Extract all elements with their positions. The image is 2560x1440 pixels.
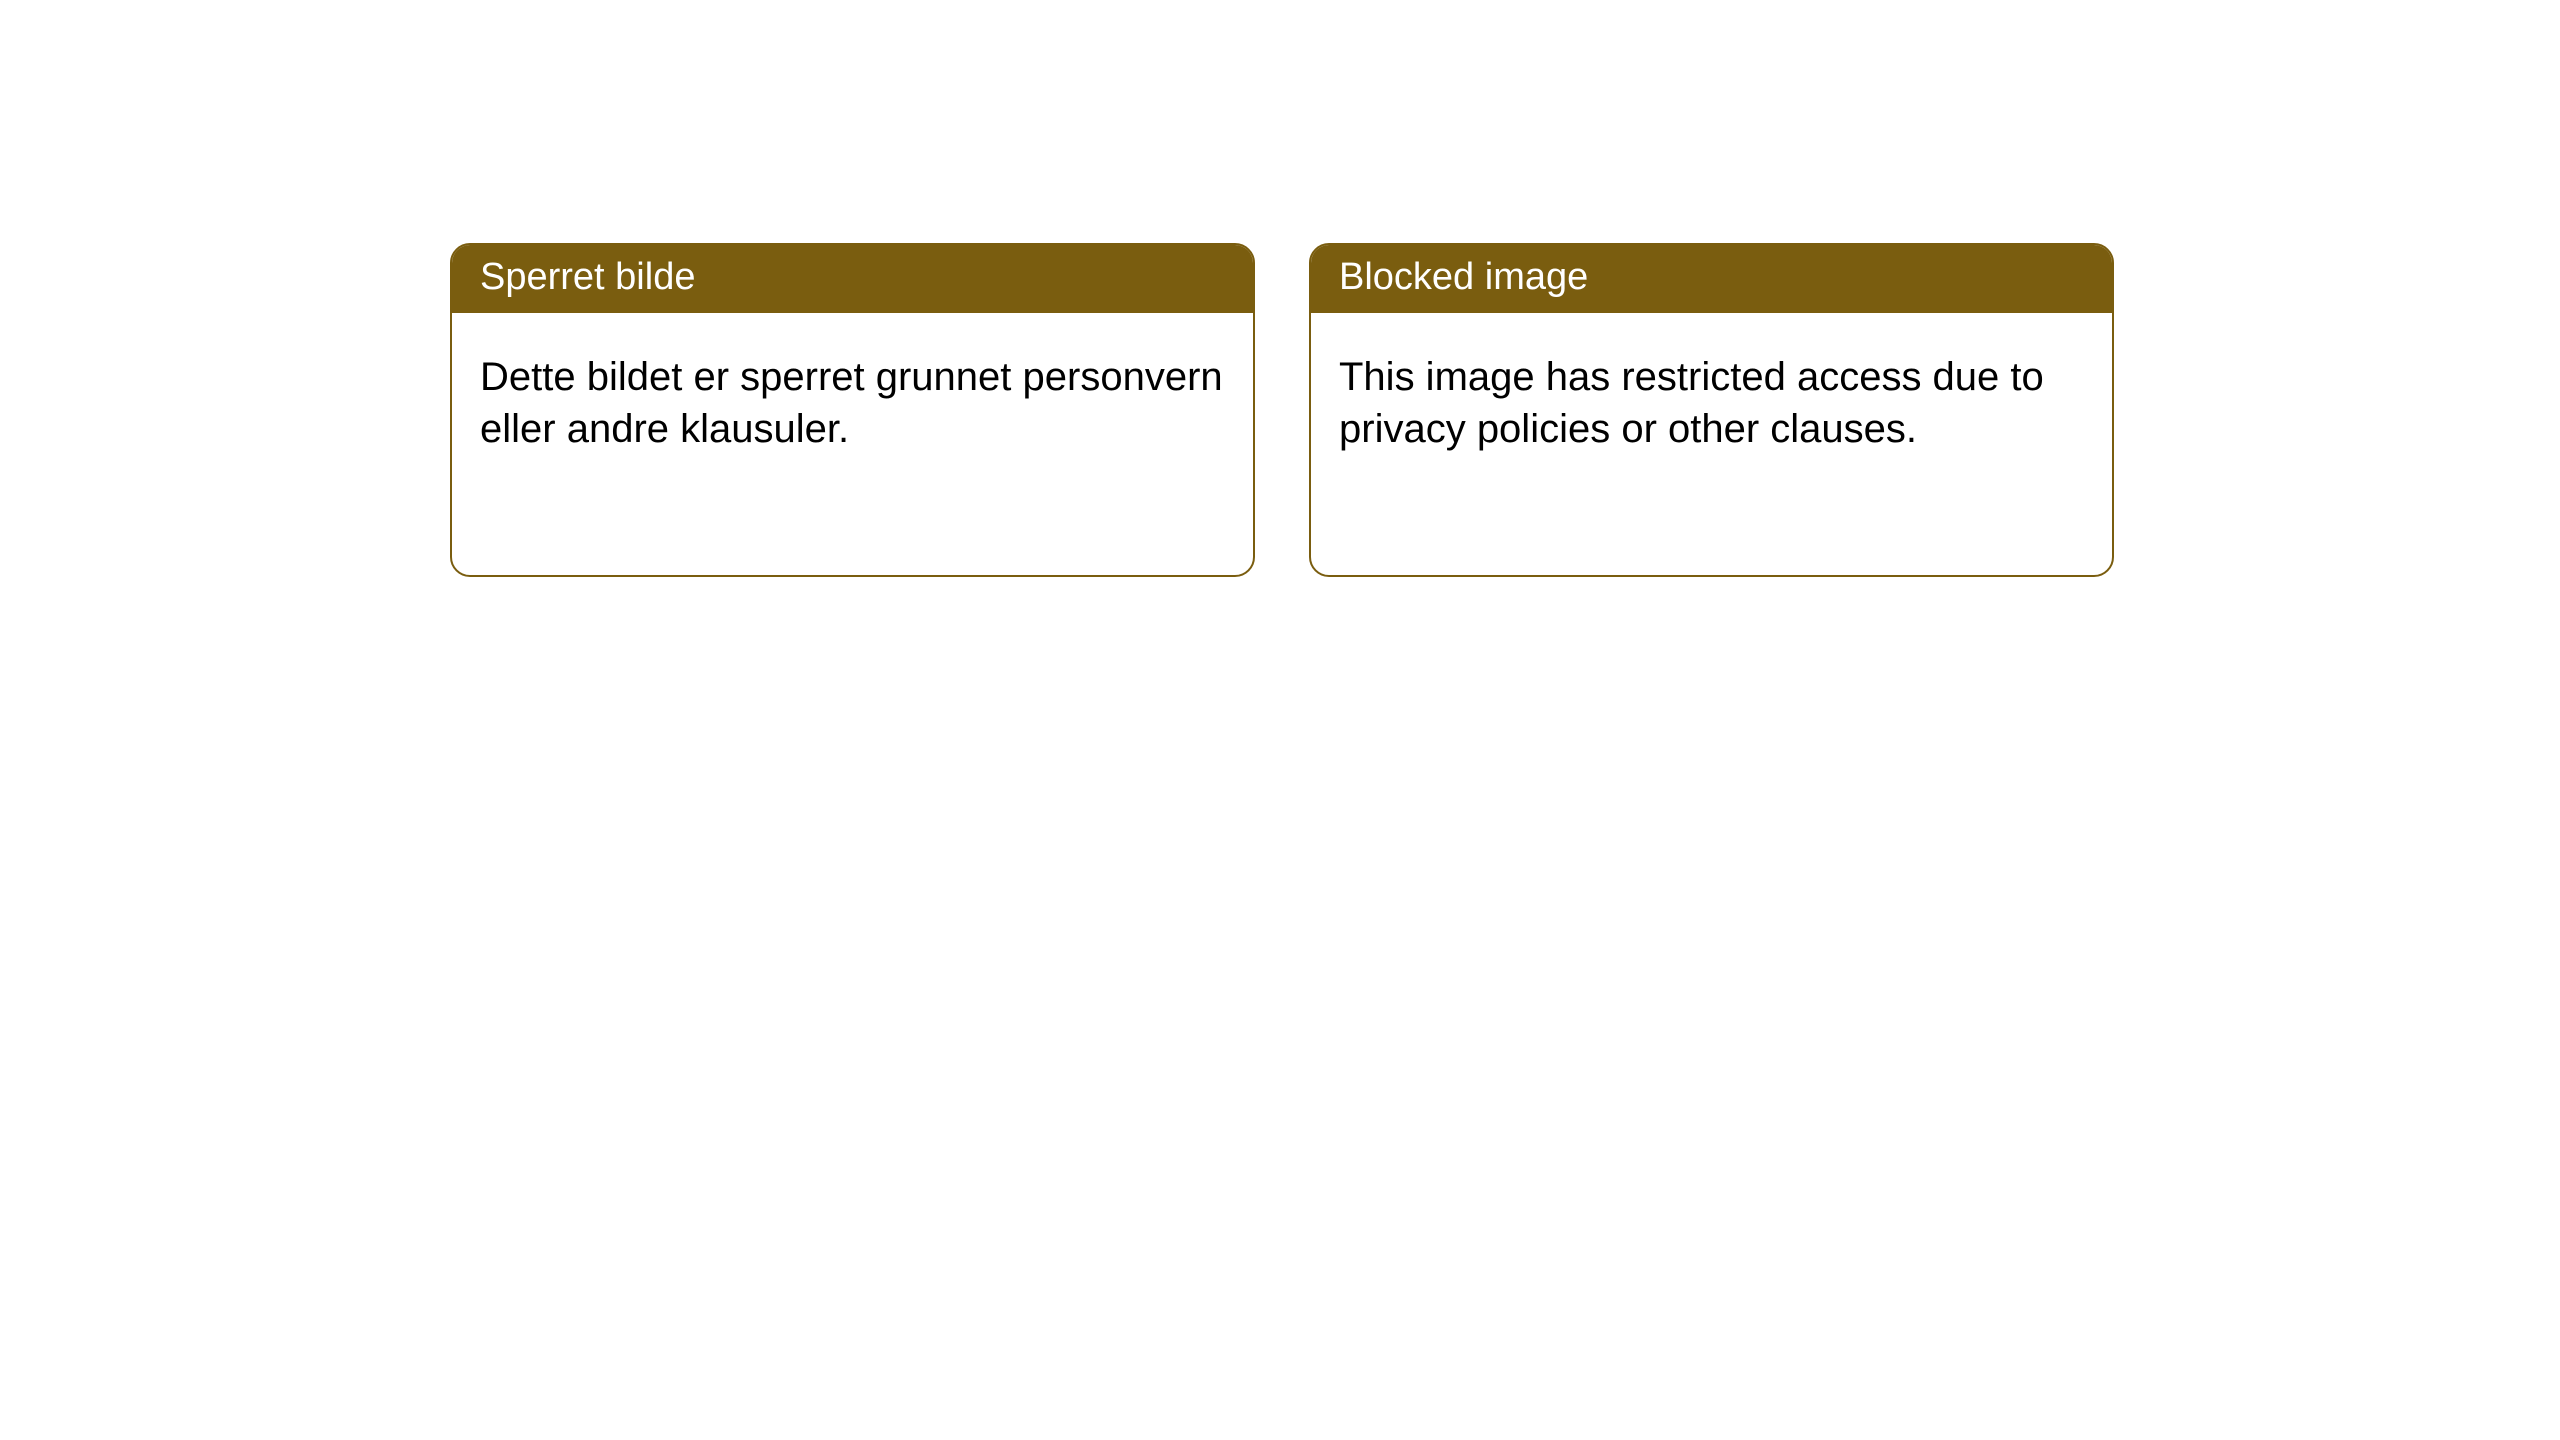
notice-title: Blocked image [1311,245,2112,313]
notice-title: Sperret bilde [452,245,1253,313]
notice-body: This image has restricted access due to … [1311,313,2112,485]
notice-container: Sperret bilde Dette bildet er sperret gr… [0,0,2560,577]
notice-body: Dette bildet er sperret grunnet personve… [452,313,1253,485]
notice-card-norwegian: Sperret bilde Dette bildet er sperret gr… [450,243,1255,577]
notice-card-english: Blocked image This image has restricted … [1309,243,2114,577]
